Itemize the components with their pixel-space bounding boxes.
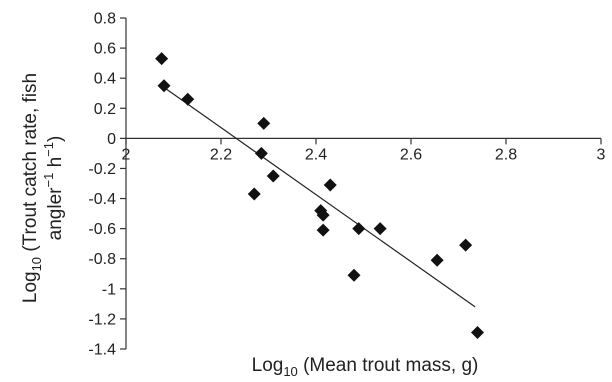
- y-axis-title-sub: 10: [29, 257, 44, 271]
- x-tick-label: 2.8: [495, 146, 517, 163]
- data-point: [155, 52, 169, 66]
- x-tick-label: 2.4: [305, 146, 327, 163]
- x-axis-title-main: Log: [252, 355, 284, 376]
- data-point: [459, 238, 473, 252]
- regression-line: [161, 85, 476, 308]
- y-tick-label: 0.2: [94, 101, 116, 118]
- y-axis-title-rest: (Trout catch rate, fish: [20, 73, 41, 257]
- y-tick-label: -0.6: [88, 221, 116, 238]
- y-axis-title-sup2: −1: [41, 142, 56, 157]
- x-tick-label: 2.2: [210, 146, 232, 163]
- data-point: [430, 253, 444, 267]
- data-point: [323, 178, 337, 192]
- x-axis-title-rest: (Mean trout mass, g): [298, 355, 479, 376]
- y-axis-title-line1: Log10 (Trout catch rate, fish: [20, 73, 44, 303]
- y-tick-label: 0.4: [94, 71, 116, 88]
- y-tick-label: 0: [107, 131, 116, 148]
- y-axis-title-sup1: −1: [41, 173, 56, 188]
- data-point: [247, 187, 261, 201]
- chart-marks: 0.8 0.6 0.4 0.2 0 -0.2 -0.4 -0.6 -0.8 -1 -1.2 -1.4 2…: [88, 11, 605, 359]
- data-point: [266, 169, 280, 183]
- data-point: [254, 146, 268, 160]
- data-point: [181, 92, 195, 106]
- data-point: [157, 79, 171, 93]
- data-point: [471, 325, 484, 339]
- x-tick-label: 3: [597, 146, 606, 163]
- y-tick-label: 0.8: [94, 11, 116, 28]
- x-axis-title-sub: 10: [283, 364, 297, 379]
- x-tick-label: 2.6: [400, 146, 422, 163]
- y-tick-label: -1.2: [88, 311, 116, 328]
- x-tick-label: 2: [122, 146, 131, 163]
- y-tick-label: -1.4: [88, 342, 116, 359]
- data-point: [352, 222, 366, 236]
- y-axis-title-post: ): [45, 136, 66, 142]
- y-tick-label: -1: [102, 281, 116, 298]
- y-axis-title-line2: angler−1 h−1): [41, 136, 66, 241]
- y-tick-label: -0.2: [88, 161, 116, 178]
- x-axis-title: Log10 (Mean trout mass, g): [252, 355, 479, 379]
- y-tick-label: -0.8: [88, 251, 116, 268]
- data-point: [316, 223, 330, 237]
- data-point: [373, 222, 387, 236]
- y-axis-title-pre: angler: [45, 187, 66, 240]
- data-point: [347, 268, 361, 282]
- y-tick-label: -0.4: [88, 191, 116, 208]
- y-axis-title-main: Log: [20, 271, 41, 303]
- y-axis-title-mid: h: [45, 157, 66, 173]
- y-tick-label: 0.6: [94, 41, 116, 58]
- data-point: [316, 208, 330, 222]
- data-point: [257, 116, 271, 130]
